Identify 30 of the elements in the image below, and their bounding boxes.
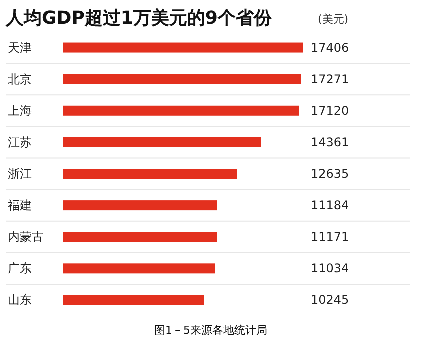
chart-title: 人均GDP超过1万美元的9个省份: [5, 8, 273, 29]
data-label: 10245: [311, 293, 350, 308]
data-label: 17406: [311, 40, 350, 55]
caption: 图1－5来源各地统计局: [154, 324, 268, 337]
data-label: 11034: [311, 262, 350, 276]
y-tick-label: 山东: [8, 293, 32, 308]
data-label: 17120: [311, 104, 350, 118]
bar: [63, 169, 238, 179]
x-axis-title: (美元): [318, 13, 349, 26]
y-tick-label: 广东: [8, 262, 32, 276]
bar: [63, 106, 300, 116]
y-tick-label: 浙江: [8, 167, 32, 181]
y-tick-label: 北京: [8, 72, 32, 86]
data-label: 17271: [311, 72, 350, 86]
y-tick-label: 福建: [8, 198, 32, 213]
y-tick-label: 内蒙古: [8, 230, 44, 244]
data-label: 12635: [311, 167, 350, 181]
data-label: 11171: [311, 230, 350, 244]
bar: [63, 200, 218, 211]
bar: [63, 137, 262, 148]
bar: [63, 264, 216, 274]
y-tick-label: 上海: [8, 104, 32, 118]
bar: [63, 295, 204, 306]
data-label: 11184: [311, 198, 350, 213]
bar: [63, 74, 302, 84]
bar: [63, 232, 218, 242]
bar: [63, 42, 303, 53]
y-tick-label: 天津: [8, 40, 32, 55]
y-tick-label: 江苏: [8, 135, 32, 150]
data-label: 14361: [311, 135, 350, 150]
